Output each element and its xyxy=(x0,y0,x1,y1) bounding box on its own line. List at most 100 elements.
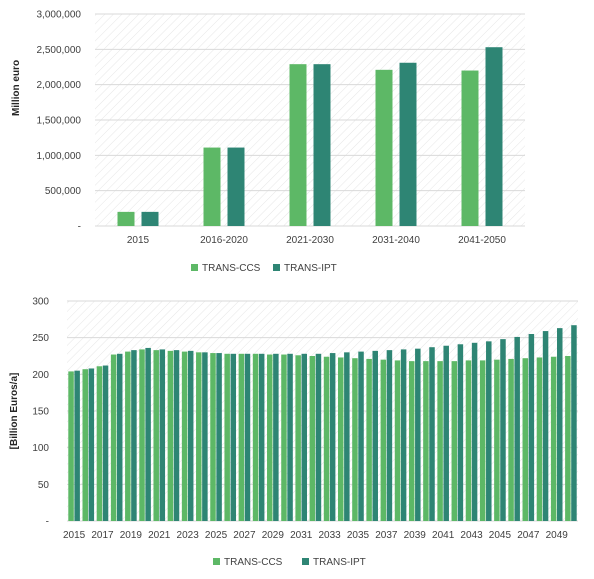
bar-ipt xyxy=(159,349,166,521)
bar-ccs xyxy=(550,356,557,521)
x-tick-label: 2039 xyxy=(404,530,427,541)
x-tick-label: 2027 xyxy=(233,530,256,541)
legend: TRANS-CCS TRANS-IPT xyxy=(191,263,337,274)
bar-ccs xyxy=(238,353,245,521)
bar-ipt xyxy=(514,336,520,521)
bar-ipt xyxy=(173,350,180,521)
legend-swatch-ipt xyxy=(273,264,280,271)
bar-ipt xyxy=(372,350,378,521)
y-tick-label: 250 xyxy=(32,333,49,344)
bar-ccs xyxy=(224,353,230,521)
y-tick-label: 3,000,000 xyxy=(37,10,82,21)
bar-ccs xyxy=(494,359,500,521)
bar-ccs xyxy=(508,358,514,521)
bar-ipt xyxy=(386,350,393,521)
bar-ipt xyxy=(187,350,194,521)
legend-label-ccs: TRANS-CCS xyxy=(202,263,261,274)
bar-ccs xyxy=(461,70,479,227)
bar-ipt xyxy=(329,353,336,521)
y-tick-label: 200 xyxy=(32,370,49,381)
x-tick-label: 2016-2020 xyxy=(200,235,248,246)
bar-ipt xyxy=(273,353,279,521)
x-tick-label: 2017 xyxy=(91,530,114,541)
bar-ipt xyxy=(102,365,109,521)
bar-ccs xyxy=(366,358,372,521)
annual-cost-bar-chart: - 50 100 150 200 250 300 2015 2017 2019 2021 2023 20… xyxy=(9,297,578,568)
bar-ccs xyxy=(196,352,202,521)
x-tick-label: 2025 xyxy=(205,530,228,541)
bar-ipt xyxy=(400,349,407,521)
y-tick-label: 50 xyxy=(38,480,50,491)
bar-ccs xyxy=(68,371,74,521)
y-axis-label: [Billion Euros/a] xyxy=(9,373,20,450)
x-tick-label: 2045 xyxy=(489,530,512,541)
x-tick-label: 2015 xyxy=(127,235,150,246)
bar-ipt xyxy=(399,62,417,227)
bar-ipt xyxy=(344,352,350,521)
bar-ccs xyxy=(465,360,472,521)
bar-ipt xyxy=(500,339,506,521)
tick-labels: - 50 100 150 200 250 300 2015 2017 2019 2021 2023 20… xyxy=(32,297,568,542)
y-tick-label: 2,000,000 xyxy=(37,80,82,91)
legend-swatch-ipt xyxy=(302,558,309,565)
x-tick-label: 2031 xyxy=(290,530,313,541)
x-tick-label: 2021-2030 xyxy=(286,235,334,246)
bar-ccs xyxy=(451,361,458,521)
x-tick-label: 2035 xyxy=(347,530,370,541)
x-tick-label: 2023 xyxy=(177,530,200,541)
tick-labels: - 500,000 1,000,000 1,500,000 2,000,000 2,500… xyxy=(37,10,507,247)
y-tick-label: 100 xyxy=(32,443,49,454)
bar-ccs xyxy=(252,353,259,521)
bar-ipt xyxy=(443,345,449,521)
legend-label-ccs: TRANS-CCS xyxy=(224,557,283,568)
x-tick-label: 2033 xyxy=(318,530,341,541)
bar-ccs xyxy=(479,360,486,521)
bar-ipt xyxy=(557,328,563,521)
x-tick-label: 2047 xyxy=(517,530,540,541)
investment-bar-chart: - 500,000 1,000,000 1,500,000 2,000,000 2,500… xyxy=(11,10,525,274)
bar-ipt xyxy=(571,325,577,521)
bar-ipt xyxy=(429,347,435,521)
legend-swatch-ccs xyxy=(191,264,198,271)
bar-ccs xyxy=(423,361,429,521)
bar-ccs xyxy=(125,351,131,521)
legend-label-ipt: TRANS-IPT xyxy=(313,557,366,568)
bar-ccs xyxy=(565,356,571,521)
bar-ipt xyxy=(202,352,208,521)
bar-ccs xyxy=(139,349,145,521)
bar-ccs xyxy=(309,356,316,521)
x-tick-label: 2043 xyxy=(460,530,483,541)
legend-swatch-ccs xyxy=(213,558,220,565)
x-tick-label: 2041 xyxy=(432,530,455,541)
x-tick-label: 2037 xyxy=(375,530,398,541)
x-tick-label: 2021 xyxy=(148,530,171,541)
gridlines xyxy=(95,13,525,227)
bar-ccs xyxy=(437,361,443,521)
bar-ipt xyxy=(131,350,137,521)
bar-ccs xyxy=(82,369,88,521)
bar-ipt xyxy=(415,348,421,521)
bar-ccs xyxy=(337,357,344,521)
bar-ccs xyxy=(408,361,415,521)
bar-ccs xyxy=(210,353,216,521)
bar-ipt xyxy=(216,353,222,521)
bar-ccs xyxy=(96,366,103,521)
y-tick-label: 300 xyxy=(32,297,49,308)
y-tick-label: 1,000,000 xyxy=(37,151,82,162)
bar-ccs xyxy=(203,147,221,226)
bar-ipt xyxy=(287,353,293,521)
x-tick-label: 2029 xyxy=(262,530,285,541)
bar-ccs xyxy=(380,359,387,521)
y-tick-label: - xyxy=(78,222,81,233)
bar-ipt xyxy=(145,347,151,521)
bar-ipt xyxy=(88,368,95,521)
bar-ipt xyxy=(141,211,159,226)
bar-ccs xyxy=(522,358,529,521)
bar-ccs xyxy=(167,350,174,521)
bar-ipt xyxy=(471,342,478,521)
bar-ipt xyxy=(227,147,245,226)
x-tick-label: 2049 xyxy=(546,530,569,541)
x-tick-label: 2015 xyxy=(63,530,86,541)
y-tick-label: 150 xyxy=(32,407,49,418)
bar-ccs xyxy=(153,350,159,521)
